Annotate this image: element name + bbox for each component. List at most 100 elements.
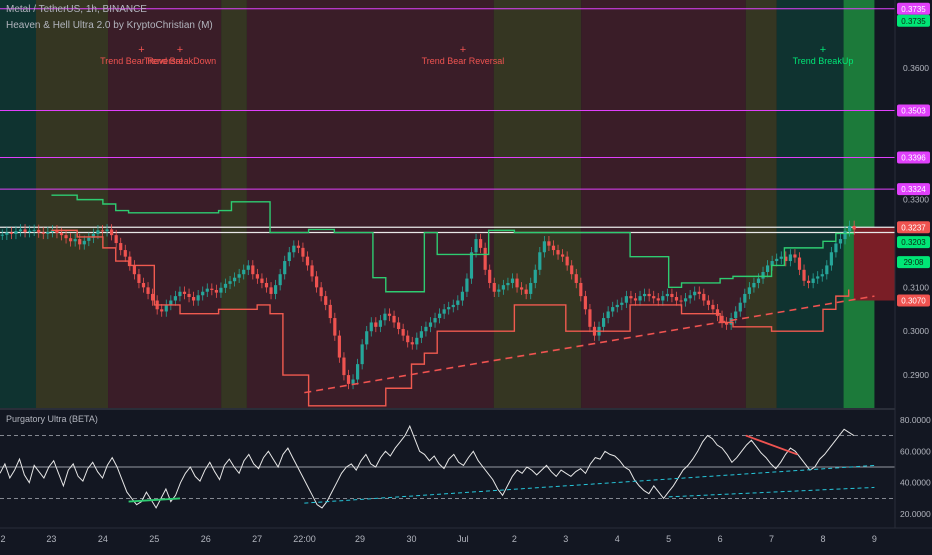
candle-body (137, 274, 141, 283)
candle-body (328, 304, 332, 319)
date-tick-11: 3 (563, 534, 568, 544)
candle-body (41, 232, 45, 234)
candle-body (693, 291, 697, 296)
candle-body (246, 265, 250, 270)
candle-body (28, 230, 32, 233)
price-badge-label-4: 0.3324 (901, 185, 926, 194)
candle-body (788, 254, 792, 262)
signal-label-0: Trend Bear Reversal (100, 56, 183, 66)
candle-body (702, 293, 706, 301)
candle-body (141, 282, 146, 288)
price-tick-1: 0.3300 (903, 195, 929, 205)
candle-body (797, 257, 802, 270)
date-tick-7: 29 (355, 534, 365, 544)
candle-body (547, 241, 551, 246)
candle-body (356, 364, 360, 380)
zone-8 (776, 0, 844, 408)
candle-body (160, 309, 164, 312)
candle-body (779, 256, 783, 259)
candle-body (278, 274, 282, 286)
price-badge-label-1: 0.3735 (901, 17, 926, 26)
price-tick-0: 0.3600 (903, 63, 929, 73)
candle-body (588, 309, 592, 327)
candle-body (324, 296, 328, 305)
candle-body (847, 225, 852, 232)
candle-body (260, 278, 264, 283)
candle-body (852, 225, 856, 230)
candle-body (32, 229, 36, 231)
date-tick-9: Jul (457, 534, 469, 544)
candle-body (652, 296, 656, 299)
price-badge-label-8: 0.3070 (901, 297, 926, 306)
osc-trendline-0 (304, 464, 875, 504)
price-badge-1 (897, 14, 930, 27)
candle-body (656, 298, 660, 301)
zone-6 (581, 0, 746, 408)
candle-body (219, 287, 223, 293)
candle-body (620, 302, 624, 305)
candle-body (428, 322, 433, 327)
candle-body (524, 289, 528, 294)
candle-body (474, 239, 478, 253)
trendline-0 (304, 295, 875, 394)
candle-body (679, 300, 683, 302)
zone-red-bright (853, 227, 895, 301)
candle-body (55, 230, 59, 233)
zone-0 (0, 0, 37, 408)
candle-body (123, 250, 127, 257)
candle-body (720, 315, 724, 323)
candle-body (570, 265, 574, 275)
candle-body (447, 307, 451, 310)
candle-body (538, 252, 542, 270)
candle-body (784, 256, 788, 262)
candle-body (342, 357, 346, 376)
candle-body (565, 256, 569, 266)
candle-body (838, 239, 843, 244)
candle-body (128, 256, 132, 266)
candle-body (14, 231, 18, 234)
price-badges: 0.3735 0.3735 0.3503 0.3396 0.3324 0.3237 0.32… (897, 2, 930, 307)
candle-body (615, 304, 619, 308)
candle-body (506, 282, 510, 286)
candle-body (533, 269, 537, 283)
candle-body (629, 296, 633, 299)
candle-body (602, 318, 606, 327)
candle-body (451, 304, 455, 308)
candle-body (583, 296, 587, 310)
date-tick-6: 22:00 (293, 534, 316, 544)
candle-body (665, 293, 669, 297)
zone-9 (843, 0, 875, 408)
candle-body (237, 274, 241, 278)
horizontal-levels (0, 8, 895, 234)
price-badge-label-0: 0.3735 (901, 5, 926, 14)
candle-body (146, 287, 150, 294)
stop-lines (51, 194, 875, 407)
candle-body (479, 239, 483, 248)
candle-body (688, 295, 692, 299)
price-badge-0 (897, 2, 930, 15)
green-trailing-stop (51, 194, 854, 293)
candle-body (738, 302, 742, 312)
candle-body (834, 243, 838, 253)
candle-body (187, 293, 191, 298)
candle-body (164, 304, 168, 312)
background-zones (0, 0, 895, 408)
candle-body (406, 335, 410, 343)
candle-body (264, 282, 269, 288)
candle-body (606, 311, 610, 319)
candle-body (715, 309, 720, 316)
candle-body (315, 276, 319, 288)
candle-body (173, 296, 177, 301)
candle-body (611, 307, 615, 312)
candle-body (643, 293, 647, 297)
candle-body (647, 293, 651, 297)
candle-body (674, 297, 679, 301)
candle-body (747, 287, 751, 294)
candle-body (100, 230, 105, 232)
signal-marker-2: + (460, 44, 466, 56)
candle-body (69, 238, 73, 242)
candle-body (110, 229, 114, 236)
